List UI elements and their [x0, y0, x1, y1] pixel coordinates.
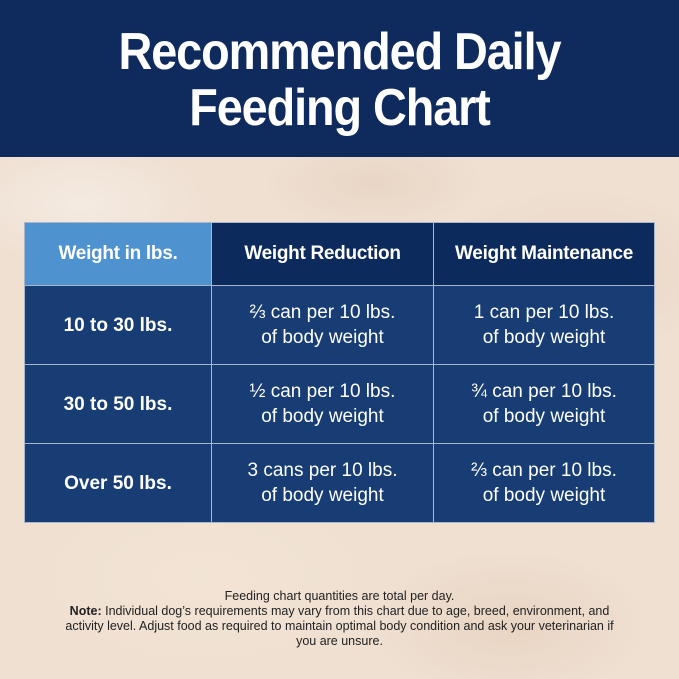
cell-line: ⅔ can per 10 lbs.	[249, 302, 396, 323]
reduction-cell: ⅔ can per 10 lbs. of body weight	[211, 285, 434, 365]
table-row: 30 to 50 lbs. ½ can per 10 lbs. of body …	[24, 364, 655, 444]
cell-line: 3 cans per 10 lbs.	[247, 460, 398, 481]
note-label: Note:	[69, 604, 102, 618]
column-header-reduction: Weight Reduction	[211, 222, 434, 286]
table-row: 10 to 30 lbs. ⅔ can per 10 lbs. of body …	[24, 285, 655, 365]
header-banner: Recommended Daily Feeding Chart	[0, 0, 679, 157]
page-title: Recommended Daily Feeding Chart	[34, 24, 645, 136]
reduction-cell: 3 cans per 10 lbs. of body weight	[211, 443, 434, 523]
maintenance-cell: ⅔ can per 10 lbs. of body weight	[433, 443, 655, 523]
feeding-chart-table: Weight in lbs. Weight Reduction Weight M…	[24, 222, 655, 523]
weight-cell: 10 to 30 lbs.	[24, 285, 212, 365]
cell-line: of body weight	[482, 406, 606, 427]
table-row: Over 50 lbs. 3 cans per 10 lbs. of body …	[24, 443, 655, 523]
cell-line: ½ can per 10 lbs.	[249, 381, 396, 402]
title-line-1: Recommended Daily	[118, 23, 561, 81]
cell-line: of body weight	[261, 485, 384, 506]
footnote: Feeding chart quantities are total per d…	[60, 589, 619, 649]
title-line-2: Feeding Chart	[189, 79, 491, 137]
cell-line: of body weight	[261, 406, 384, 427]
maintenance-cell: 1 can per 10 lbs. of body weight	[433, 285, 655, 365]
table-header-row: Weight in lbs. Weight Reduction Weight M…	[24, 222, 655, 286]
footnote-note: Note: Individual dog’s requirements may …	[60, 604, 619, 649]
cell-line: of body weight	[482, 327, 606, 348]
column-header-maintenance: Weight Maintenance	[433, 222, 655, 286]
reduction-cell: ½ can per 10 lbs. of body weight	[211, 364, 434, 444]
cell-line: of body weight	[482, 485, 606, 506]
maintenance-cell: ¾ can per 10 lbs. of body weight	[433, 364, 655, 444]
column-header-weight: Weight in lbs.	[24, 222, 212, 286]
note-text: Individual dog’s requirements may vary f…	[65, 604, 614, 648]
weight-cell: 30 to 50 lbs.	[24, 364, 212, 444]
footnote-line: Feeding chart quantities are total per d…	[224, 589, 455, 603]
cell-line: 1 can per 10 lbs.	[473, 302, 615, 323]
cell-line: of body weight	[261, 327, 384, 348]
cell-line: ⅔ can per 10 lbs.	[471, 460, 617, 481]
cell-line: ¾ can per 10 lbs.	[471, 381, 617, 402]
weight-cell: Over 50 lbs.	[24, 443, 212, 523]
